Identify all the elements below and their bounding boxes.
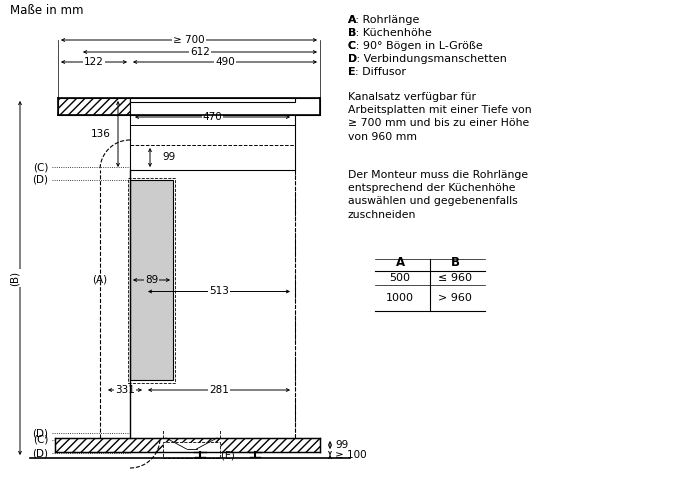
Text: (C): (C) xyxy=(33,435,48,445)
Text: D: Verbindungsmanschetten: D: Verbindungsmanschetten xyxy=(348,54,507,64)
Text: E: Diffusor: E: Diffusor xyxy=(348,67,406,77)
Text: 331: 331 xyxy=(115,385,135,395)
Text: 490: 490 xyxy=(215,57,235,67)
Bar xyxy=(100,170,130,438)
Text: A: A xyxy=(348,15,357,25)
Text: ............(E): ............(E) xyxy=(185,451,235,461)
Text: 89: 89 xyxy=(145,275,158,285)
Text: C: C xyxy=(348,41,356,51)
Text: A: A xyxy=(395,256,405,269)
Bar xyxy=(163,442,220,458)
Text: 122: 122 xyxy=(84,57,104,67)
Text: C: 90° Bögen in L-Größe: C: 90° Bögen in L-Größe xyxy=(348,41,483,51)
Text: E: E xyxy=(348,67,356,77)
Text: B: B xyxy=(348,28,357,38)
Bar xyxy=(130,98,295,170)
Bar xyxy=(130,98,295,102)
Text: 470: 470 xyxy=(203,112,222,122)
Text: ≥ 100: ≥ 100 xyxy=(335,450,367,460)
Text: 612: 612 xyxy=(190,47,210,57)
Text: 99: 99 xyxy=(162,153,175,163)
Text: (B): (B) xyxy=(10,270,20,286)
Text: 500: 500 xyxy=(389,273,410,283)
Text: 513: 513 xyxy=(209,287,229,297)
Text: ≥ 700: ≥ 700 xyxy=(173,35,205,45)
Text: B: Küchenhöhe: B: Küchenhöhe xyxy=(348,28,432,38)
Text: 99: 99 xyxy=(335,440,348,450)
Text: (D): (D) xyxy=(32,448,48,458)
Text: Maße in mm: Maße in mm xyxy=(10,3,83,16)
Text: ≤ 960: ≤ 960 xyxy=(438,273,472,283)
Bar xyxy=(58,98,130,115)
Text: > 960: > 960 xyxy=(438,293,472,303)
Text: D: D xyxy=(348,54,357,64)
Text: (D): (D) xyxy=(32,428,48,438)
Text: 281: 281 xyxy=(209,385,229,395)
Text: (A): (A) xyxy=(92,275,108,285)
Bar xyxy=(100,170,295,438)
Text: 136: 136 xyxy=(91,129,111,139)
Text: 1000: 1000 xyxy=(386,293,414,303)
Text: Der Monteur muss die Rohrlänge
entsprechend der Küchenhöhe
auswählen und gegeben: Der Monteur muss die Rohrlänge entsprech… xyxy=(348,170,528,220)
Text: B: B xyxy=(450,256,460,269)
Bar xyxy=(128,178,175,383)
Text: A: Rohrlänge: A: Rohrlänge xyxy=(348,15,420,25)
Bar xyxy=(130,98,320,115)
Bar xyxy=(130,180,173,380)
Text: (D): (D) xyxy=(32,175,48,185)
Text: Kanalsatz verfügbar für
Arbeitsplatten mit einer Tiefe von
≥ 700 mm und bis zu e: Kanalsatz verfügbar für Arbeitsplatten m… xyxy=(348,92,532,142)
Bar xyxy=(55,438,320,452)
Text: (C): (C) xyxy=(33,162,48,172)
